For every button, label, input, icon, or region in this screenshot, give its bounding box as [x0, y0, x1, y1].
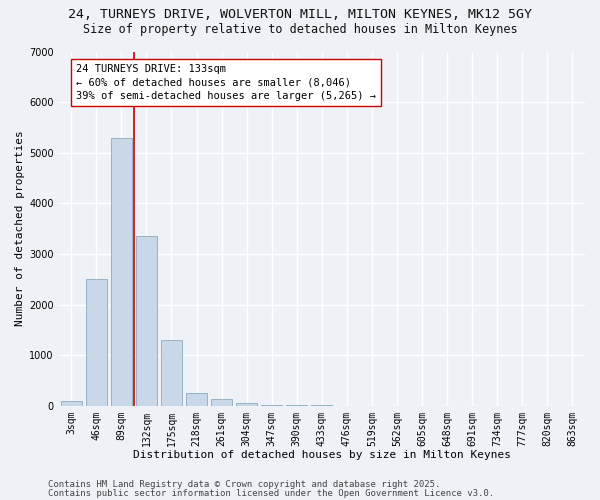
Bar — [211, 399, 232, 406]
Y-axis label: Number of detached properties: Number of detached properties — [15, 130, 25, 326]
Bar — [61, 400, 82, 406]
Text: 24, TURNEYS DRIVE, WOLVERTON MILL, MILTON KEYNES, MK12 5GY: 24, TURNEYS DRIVE, WOLVERTON MILL, MILTO… — [68, 8, 532, 20]
Bar — [186, 393, 207, 406]
Bar — [286, 405, 307, 406]
Text: 24 TURNEYS DRIVE: 133sqm
← 60% of detached houses are smaller (8,046)
39% of sem: 24 TURNEYS DRIVE: 133sqm ← 60% of detach… — [76, 64, 376, 100]
Bar — [161, 340, 182, 406]
Bar — [236, 403, 257, 406]
Bar — [261, 404, 283, 406]
Bar — [86, 279, 107, 406]
Bar — [136, 236, 157, 406]
Text: Contains HM Land Registry data © Crown copyright and database right 2025.: Contains HM Land Registry data © Crown c… — [48, 480, 440, 489]
Text: Size of property relative to detached houses in Milton Keynes: Size of property relative to detached ho… — [83, 22, 517, 36]
X-axis label: Distribution of detached houses by size in Milton Keynes: Distribution of detached houses by size … — [133, 450, 511, 460]
Text: Contains public sector information licensed under the Open Government Licence v3: Contains public sector information licen… — [48, 489, 494, 498]
Bar — [110, 138, 132, 406]
